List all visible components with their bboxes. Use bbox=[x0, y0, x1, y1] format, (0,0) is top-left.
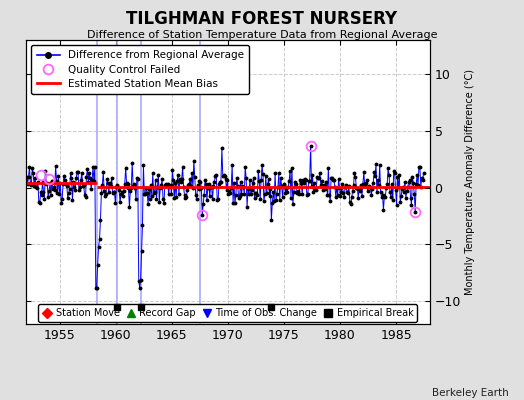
Text: TILGHMAN FOREST NURSERY: TILGHMAN FOREST NURSERY bbox=[126, 10, 398, 28]
Y-axis label: Monthly Temperature Anomaly Difference (°C): Monthly Temperature Anomaly Difference (… bbox=[465, 69, 475, 295]
Text: Berkeley Earth: Berkeley Earth bbox=[432, 388, 508, 398]
Legend: Station Move, Record Gap, Time of Obs. Change, Empirical Break: Station Move, Record Gap, Time of Obs. C… bbox=[38, 304, 418, 322]
Text: Difference of Station Temperature Data from Regional Average: Difference of Station Temperature Data f… bbox=[87, 30, 437, 40]
